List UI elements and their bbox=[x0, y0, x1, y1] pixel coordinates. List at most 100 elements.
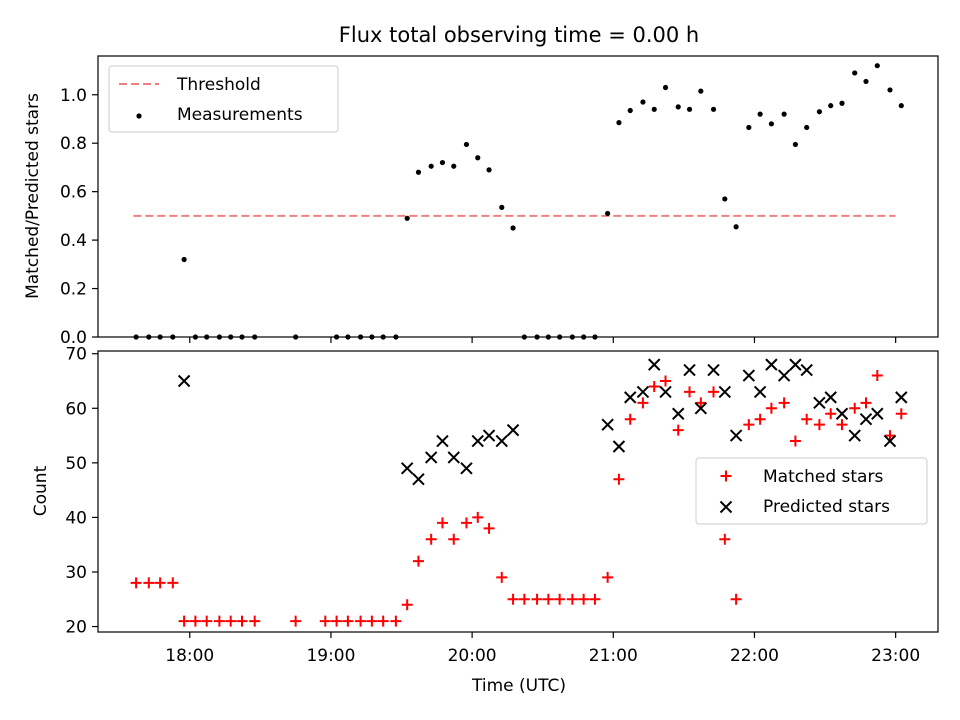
predicted-star-point bbox=[835, 407, 849, 420]
measurement-point bbox=[816, 109, 823, 115]
matched-star-point bbox=[213, 615, 225, 627]
matched-star-point bbox=[589, 593, 601, 605]
measurement-point bbox=[768, 121, 775, 127]
matched-star-point bbox=[884, 430, 896, 442]
predicted-star-point bbox=[460, 462, 473, 475]
x-tick-label: 23:00 bbox=[871, 646, 920, 666]
matched-star-point bbox=[695, 397, 707, 409]
measurement-point bbox=[804, 124, 810, 131]
matched-star-point bbox=[719, 533, 731, 545]
legend-measurements-swatch bbox=[136, 113, 142, 119]
bottom-axes: 20 30 40 50 60 70 18:00 19:00 20:00 21:00 22:00 23:… bbox=[65, 345, 920, 666]
measurement-point bbox=[640, 99, 646, 105]
matched-star-point bbox=[542, 593, 554, 605]
measurement-point bbox=[428, 163, 434, 169]
matched-star-point bbox=[225, 615, 237, 627]
matched-star-point bbox=[708, 386, 720, 398]
matched-star-point bbox=[871, 370, 883, 382]
top-y-tick-label: 0.2 bbox=[60, 280, 87, 300]
matched-star-point bbox=[412, 555, 424, 567]
predicted-star-point bbox=[694, 402, 708, 415]
predicted-star-point bbox=[436, 434, 449, 448]
matched-star-point bbox=[789, 435, 801, 447]
matched-star-point bbox=[331, 615, 343, 627]
matched-star-point bbox=[342, 615, 354, 627]
matched-star-point bbox=[154, 577, 166, 589]
matched-star-point bbox=[554, 593, 566, 605]
predicted-star-point bbox=[672, 407, 685, 420]
x-tick-label: 20:00 bbox=[448, 646, 497, 666]
matched-star-point bbox=[613, 473, 625, 485]
predicted-star-point bbox=[871, 407, 884, 420]
predicted-star-point bbox=[636, 385, 650, 399]
measurement-point bbox=[887, 87, 893, 93]
measurement-point bbox=[710, 106, 717, 112]
top-y-tick-label: 1.0 bbox=[60, 86, 87, 106]
matched-star-point bbox=[448, 533, 460, 545]
bottom-legend: Matched stars Predicted stars bbox=[695, 457, 928, 525]
matched-star-point bbox=[602, 571, 614, 583]
measurement-point bbox=[499, 204, 505, 211]
predicted-star-point bbox=[424, 451, 438, 464]
measurement-point bbox=[686, 106, 693, 112]
legend-predicted-label: Predicted stars bbox=[763, 497, 890, 517]
matched-star-point bbox=[167, 577, 179, 589]
legend-matched-label: Matched stars bbox=[763, 467, 883, 487]
predicted-star-point bbox=[624, 391, 637, 404]
measurement-point bbox=[863, 78, 869, 85]
predicted-star-point bbox=[471, 434, 484, 448]
x-tick-label: 21:00 bbox=[589, 646, 638, 666]
matched-star-point bbox=[236, 615, 248, 627]
legend-matched-swatch bbox=[720, 470, 732, 482]
predicted-star-point bbox=[742, 369, 756, 382]
predicted-star-point bbox=[659, 385, 672, 399]
matched-star-point bbox=[860, 397, 872, 409]
matched-star-point bbox=[319, 615, 331, 627]
matched-star-point bbox=[578, 593, 590, 605]
top-y-tick-label: 0.6 bbox=[60, 183, 87, 203]
matched-star-point bbox=[813, 419, 825, 431]
x-axis-label: Time (UTC) bbox=[471, 676, 566, 696]
predicted-star-point bbox=[895, 391, 908, 404]
matched-star-point bbox=[201, 615, 213, 627]
legend-predicted-swatch bbox=[719, 500, 733, 514]
matched-star-point bbox=[895, 408, 907, 420]
predicted-star-point bbox=[824, 391, 837, 404]
matched-star-point bbox=[130, 577, 142, 589]
measurement-point bbox=[415, 169, 422, 175]
matched-star-point bbox=[189, 615, 201, 627]
predicted-star-point bbox=[789, 358, 802, 371]
matched-star-point bbox=[472, 511, 484, 523]
matched-star-point bbox=[366, 615, 378, 627]
top-y-tick-label: 0.8 bbox=[60, 134, 87, 154]
x-tick-label: 19:00 bbox=[306, 646, 355, 666]
chart-title: Flux total observing time = 0.00 h bbox=[339, 23, 699, 47]
matched-star-point bbox=[684, 386, 696, 398]
bottom-axes-frame bbox=[97, 350, 939, 633]
matched-star-point bbox=[660, 375, 672, 387]
top-axes-frame bbox=[97, 55, 939, 338]
matched-star-point bbox=[483, 522, 495, 534]
matched-star-point bbox=[836, 419, 848, 431]
matched-star-point bbox=[496, 571, 508, 583]
matched-star-point bbox=[743, 419, 755, 431]
matched-star-point bbox=[765, 402, 777, 414]
matched-star-point bbox=[143, 577, 155, 589]
matched-star-point bbox=[425, 533, 437, 545]
matched-star-point bbox=[778, 397, 790, 409]
measurement-point bbox=[733, 224, 739, 230]
matched-star-point bbox=[355, 615, 367, 627]
top-legend-box bbox=[108, 65, 339, 133]
matched-star-point bbox=[648, 380, 660, 392]
measurement-point bbox=[451, 163, 457, 169]
top-legend: Threshold Measurements bbox=[108, 65, 339, 133]
measurement-point bbox=[463, 141, 470, 148]
measurement-point bbox=[698, 88, 704, 94]
matched-star-point bbox=[825, 408, 837, 420]
measurement-point bbox=[605, 210, 611, 217]
measurement-point bbox=[746, 124, 752, 131]
predicted-star-point bbox=[765, 358, 778, 371]
matched-star-point bbox=[178, 615, 190, 627]
top-y-tick-label: 0.4 bbox=[60, 231, 87, 251]
predicted-star-point bbox=[859, 412, 873, 426]
